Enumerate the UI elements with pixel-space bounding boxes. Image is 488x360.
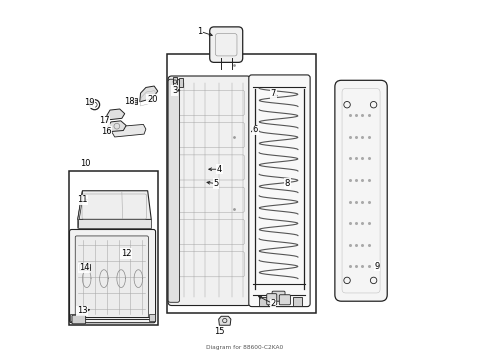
- Text: 16: 16: [101, 127, 112, 136]
- Polygon shape: [140, 86, 158, 102]
- Text: 20: 20: [147, 95, 157, 104]
- Text: 12: 12: [121, 249, 131, 258]
- Polygon shape: [78, 191, 151, 220]
- Text: 7: 7: [270, 89, 275, 98]
- Bar: [79, 264, 90, 270]
- FancyBboxPatch shape: [168, 76, 250, 306]
- FancyBboxPatch shape: [75, 236, 148, 318]
- Text: 13: 13: [77, 306, 87, 315]
- Text: 9: 9: [374, 262, 379, 271]
- Text: Diagram for 88600-C2KA0: Diagram for 88600-C2KA0: [205, 345, 283, 350]
- FancyBboxPatch shape: [271, 291, 285, 301]
- Text: 11: 11: [77, 195, 87, 204]
- Text: 18: 18: [123, 96, 134, 105]
- Bar: [179, 78, 183, 87]
- Text: 17: 17: [99, 116, 109, 125]
- Polygon shape: [218, 316, 230, 325]
- Bar: [81, 265, 87, 269]
- Text: 14: 14: [79, 264, 89, 273]
- Polygon shape: [107, 121, 126, 132]
- FancyBboxPatch shape: [266, 294, 276, 305]
- Bar: [70, 314, 76, 320]
- Text: 4: 4: [216, 165, 222, 174]
- Text: 1: 1: [197, 27, 202, 36]
- Text: 5: 5: [213, 179, 218, 188]
- Polygon shape: [78, 220, 151, 228]
- Text: 6: 6: [252, 125, 257, 134]
- Bar: [258, 297, 267, 306]
- Bar: [167, 54, 316, 313]
- FancyBboxPatch shape: [72, 315, 85, 324]
- Bar: [292, 297, 301, 306]
- FancyBboxPatch shape: [334, 80, 386, 301]
- FancyBboxPatch shape: [248, 75, 309, 307]
- Polygon shape: [106, 109, 124, 120]
- Text: 2: 2: [270, 299, 275, 308]
- Text: 8: 8: [285, 179, 289, 188]
- Bar: [69, 171, 158, 325]
- Polygon shape: [112, 125, 145, 137]
- FancyBboxPatch shape: [209, 27, 242, 62]
- Text: 10: 10: [80, 159, 90, 168]
- Polygon shape: [78, 191, 82, 228]
- Text: 3: 3: [171, 86, 177, 95]
- Bar: [131, 98, 137, 104]
- Text: 15: 15: [214, 327, 224, 336]
- Text: 19: 19: [84, 98, 95, 107]
- FancyBboxPatch shape: [69, 229, 155, 323]
- Bar: [149, 314, 155, 320]
- Bar: [172, 77, 177, 87]
- FancyBboxPatch shape: [279, 295, 290, 305]
- FancyBboxPatch shape: [168, 79, 179, 302]
